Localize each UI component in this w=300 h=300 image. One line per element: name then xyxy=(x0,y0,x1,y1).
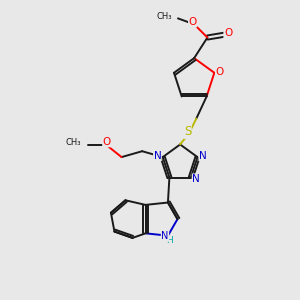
Text: CH₃: CH₃ xyxy=(66,139,81,148)
Text: O: O xyxy=(189,17,197,27)
Text: O: O xyxy=(224,28,232,38)
Text: O: O xyxy=(215,67,224,77)
Text: O: O xyxy=(103,137,111,147)
Text: S: S xyxy=(184,125,191,138)
Text: N: N xyxy=(199,151,207,160)
Text: N: N xyxy=(161,231,169,241)
Text: N: N xyxy=(154,151,161,160)
Text: N: N xyxy=(192,174,200,184)
Text: H: H xyxy=(166,236,173,245)
Text: CH₃: CH₃ xyxy=(157,12,172,21)
